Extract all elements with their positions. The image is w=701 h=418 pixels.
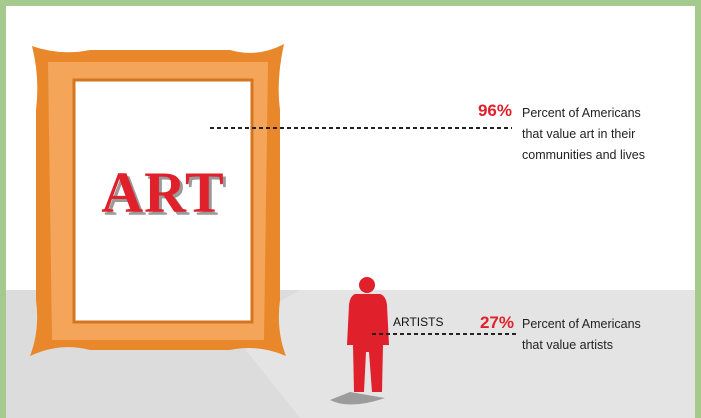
stat-text: that value art in their <box>522 127 635 141</box>
art-shadow: ART <box>104 162 227 227</box>
stat-text: Percent of Americans <box>522 106 641 120</box>
stat-label: ARTISTS <box>393 315 443 329</box>
art-label: ART <box>101 159 224 224</box>
floor-light <box>230 290 695 418</box>
person <box>330 277 389 405</box>
frame <box>30 44 286 356</box>
stat-text: communities and lives <box>522 148 645 162</box>
stat-text: Percent of Americans <box>522 317 641 331</box>
stat-value: 27% <box>480 313 514 332</box>
stat-value: 96% <box>478 101 512 120</box>
stat-text: that value artists <box>522 338 613 352</box>
